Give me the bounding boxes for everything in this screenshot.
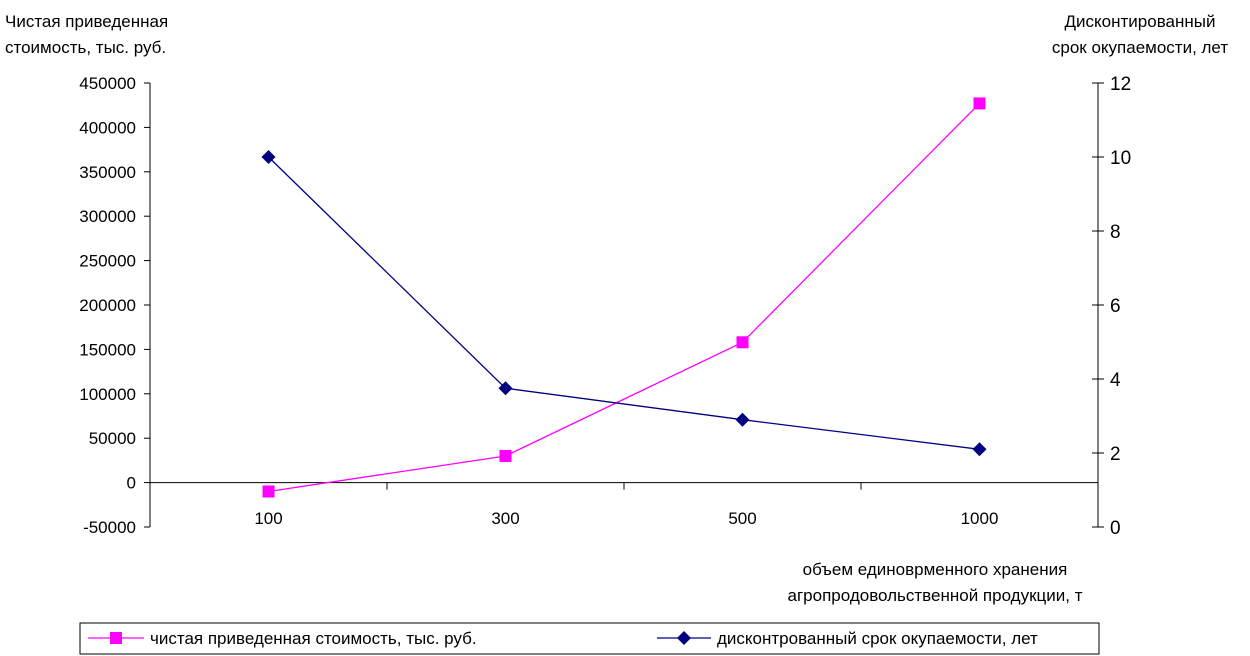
left-y-tick-label: -50000 xyxy=(83,518,136,537)
right-y-tick-label: 8 xyxy=(1110,222,1121,243)
data-point-square xyxy=(499,449,512,462)
legend-item-1: чистая приведенная стоимость, тыс. руб. xyxy=(88,629,477,648)
left-y-tick-label: 400000 xyxy=(79,118,136,137)
left-y-tick-label: 350000 xyxy=(79,163,136,182)
data-point-diamond xyxy=(972,442,987,457)
legend-box xyxy=(79,622,1100,655)
legend-marker-diamond xyxy=(677,631,691,645)
left-y-tick-label: 0 xyxy=(127,474,136,493)
data-point-diamond xyxy=(261,150,276,164)
left-y-axis-title: стоимость, тыс. руб. xyxy=(5,38,166,57)
series-line xyxy=(268,102,980,493)
legend-label: дисконтрованный срок окупаемости, лет xyxy=(717,629,1038,648)
right-y-tick-label: 2 xyxy=(1110,444,1121,465)
legend: чистая приведенная стоимость, тыс. руб. д… xyxy=(79,622,1100,655)
data-point-diamond xyxy=(498,381,513,396)
legend-item-2: дисконтрованный срок окупаемости, лет xyxy=(657,629,1038,648)
left-y-tick-label: 150000 xyxy=(79,340,136,359)
data-point-square xyxy=(973,97,986,110)
right-y-tick-label: 4 xyxy=(1110,370,1121,391)
series-line xyxy=(268,156,980,450)
x-axis-title: агропродовольственной продукции, т xyxy=(788,586,1083,605)
x-tick-label: 100 xyxy=(254,509,282,528)
left-y-tick-label: 250000 xyxy=(79,252,136,271)
legend-marker-square xyxy=(110,632,122,644)
left-y-tick-label: 200000 xyxy=(79,296,136,315)
right-y-tick-label: 12 xyxy=(1110,74,1131,95)
left-y-tick-label: 50000 xyxy=(89,429,136,448)
right-y-tick-label: 0 xyxy=(1110,518,1121,539)
right-y-tick-label: 10 xyxy=(1110,148,1131,169)
right-y-tick-label: 6 xyxy=(1110,296,1121,317)
x-axis-title: объем единоврменного хранения xyxy=(803,560,1068,579)
data-point-square xyxy=(736,336,749,349)
series-2 xyxy=(261,150,987,457)
series-1 xyxy=(262,97,986,498)
axis-labels: Чистая приведенная стоимость, тыс. руб. Ди… xyxy=(5,12,1228,605)
legend-label: чистая приведенная стоимость, тыс. руб. xyxy=(150,629,477,648)
right-y-axis-title: Дисконтированный xyxy=(1065,12,1216,31)
left-y-tick-label: 450000 xyxy=(79,74,136,93)
x-tick-label: 500 xyxy=(728,509,756,528)
data-point-square xyxy=(262,485,275,498)
right-y-axis-title: срок окупаемости, лет xyxy=(1052,38,1228,57)
x-tick-label: 300 xyxy=(491,509,519,528)
data-point-diamond xyxy=(735,412,750,427)
left-y-axis-title: Чистая приведенная xyxy=(5,12,168,31)
axes: -500000500001000001500002000002500003000… xyxy=(79,74,1131,539)
left-y-tick-label: 300000 xyxy=(79,207,136,226)
left-y-tick-label: 100000 xyxy=(79,385,136,404)
series-layer xyxy=(261,97,987,498)
x-tick-label: 1000 xyxy=(961,509,999,528)
